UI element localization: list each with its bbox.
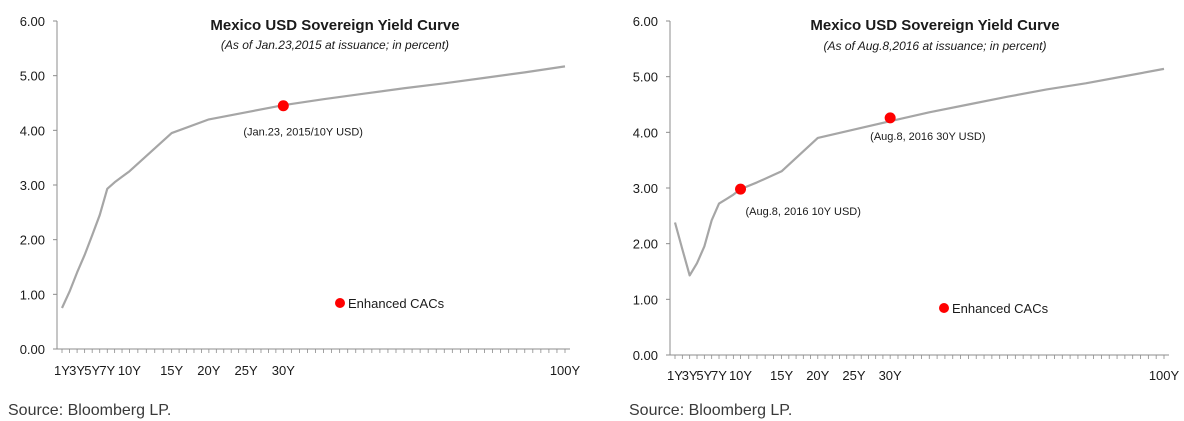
x-tick-label: 100Y: [550, 363, 581, 378]
issuance-annotation: (Aug.8, 2016 10Y USD): [746, 206, 861, 218]
y-tick-label: 5.00: [633, 70, 658, 85]
x-tick-label: 10Y: [118, 363, 141, 378]
y-tick-label: 6.00: [20, 14, 45, 29]
issuance-marker: [277, 100, 289, 112]
y-tick-label: 2.00: [633, 237, 658, 252]
x-tick-label: 30Y: [879, 368, 902, 383]
yield-curve-line: [673, 67, 1165, 277]
chart-subtitle: (As of Aug.8,2016 at issuance; in percen…: [823, 39, 1046, 53]
x-tick-label: 1Y: [54, 363, 70, 378]
yield-curve-line: [61, 65, 566, 309]
y-tick-label: 4.00: [20, 123, 45, 138]
legend-label: Enhanced CACs: [952, 301, 1049, 316]
x-tick-label: 5Y: [696, 368, 712, 383]
y-tick-label: 1.00: [20, 287, 45, 302]
x-tick-label: 3Y: [69, 363, 85, 378]
chart-title: Mexico USD Sovereign Yield Curve: [810, 17, 1059, 34]
y-tick-label: 4.00: [633, 125, 658, 140]
y-tick-label: 5.00: [20, 69, 45, 84]
issuance-annotation: (Aug.8, 2016 30Y USD): [870, 131, 985, 143]
chart-title: Mexico USD Sovereign Yield Curve: [210, 17, 459, 34]
y-tick-label: 0.00: [20, 342, 45, 357]
x-tick-label: 15Y: [160, 363, 183, 378]
y-tick-label: 0.00: [633, 348, 658, 363]
x-tick-label: 20Y: [197, 363, 220, 378]
x-tick-label: 30Y: [272, 363, 295, 378]
source-note: Source: Bloomberg LP.: [629, 402, 793, 419]
yield-curve-chart-2016: Mexico USD Sovereign Yield Curve (As of A…: [620, 0, 1184, 421]
legend-label: Enhanced CACs: [348, 296, 445, 311]
y-tick-label: 2.00: [20, 233, 45, 248]
legend-marker: [335, 298, 345, 308]
issuance-marker: [884, 112, 896, 124]
y-tick-label: 1.00: [633, 292, 658, 307]
yield-curve-chart-2015: Mexico USD Sovereign Yield Curve (As of J…: [0, 0, 590, 421]
issuance-marker: [735, 183, 747, 195]
source-note: Source: Bloomberg LP.: [8, 402, 172, 419]
x-tick-label: 5Y: [84, 363, 100, 378]
issuance-annotation: (Jan.23, 2015/10Y USD): [243, 127, 363, 139]
legend-marker: [939, 303, 949, 313]
x-tick-label: 3Y: [682, 368, 698, 383]
chart-subtitle: (As of Jan.23,2015 at issuance; in perce…: [221, 38, 449, 52]
x-tick-label: 7Y: [711, 368, 727, 383]
x-tick-label: 7Y: [99, 363, 115, 378]
x-tick-label: 1Y: [667, 368, 683, 383]
x-tick-label: 15Y: [770, 368, 793, 383]
y-tick-label: 3.00: [20, 178, 45, 193]
x-tick-label: 10Y: [729, 368, 752, 383]
y-tick-label: 6.00: [633, 14, 658, 29]
y-tick-label: 3.00: [633, 181, 658, 196]
x-tick-label: 25Y: [842, 368, 865, 383]
chart-svg-2016: Mexico USD Sovereign Yield Curve (As of A…: [633, 14, 1180, 383]
x-tick-label: 20Y: [806, 368, 829, 383]
x-tick-label: 25Y: [235, 363, 258, 378]
chart-svg-2015: Mexico USD Sovereign Yield Curve (As of J…: [20, 14, 581, 378]
x-tick-label: 100Y: [1149, 368, 1180, 383]
